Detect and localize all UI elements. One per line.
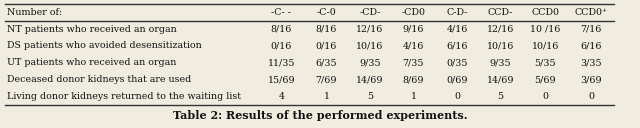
Text: -CD0: -CD0 (401, 8, 426, 17)
Text: C-D-: C-D- (446, 8, 468, 17)
Text: DS patients who avoided desensitization: DS patients who avoided desensitization (7, 41, 202, 50)
Text: 7/16: 7/16 (580, 25, 602, 34)
Text: 0/35: 0/35 (446, 58, 468, 67)
Text: 7/35: 7/35 (403, 58, 424, 67)
Text: 9/35: 9/35 (490, 58, 511, 67)
Text: 3/69: 3/69 (580, 75, 602, 84)
Text: 0: 0 (542, 92, 548, 101)
Text: 10 /16: 10 /16 (530, 25, 561, 34)
Text: 5: 5 (497, 92, 504, 101)
Text: 0: 0 (588, 92, 595, 101)
Text: 6/16: 6/16 (446, 41, 468, 50)
Text: 4: 4 (278, 92, 284, 101)
Text: CCD0: CCD0 (531, 8, 559, 17)
Text: 5/69: 5/69 (534, 75, 556, 84)
Text: 1: 1 (323, 92, 330, 101)
Text: 12/16: 12/16 (487, 25, 514, 34)
Text: 4/16: 4/16 (403, 41, 424, 50)
Text: Living donor kidneys returned to the waiting list: Living donor kidneys returned to the wai… (7, 92, 241, 101)
Text: 1: 1 (410, 92, 417, 101)
Text: 14/69: 14/69 (487, 75, 514, 84)
Text: 8/16: 8/16 (271, 25, 292, 34)
Text: -C- -: -C- - (271, 8, 291, 17)
Text: 4/16: 4/16 (446, 25, 468, 34)
Text: 10/16: 10/16 (532, 41, 559, 50)
Text: 12/16: 12/16 (356, 25, 383, 34)
Text: 10/16: 10/16 (487, 41, 514, 50)
Text: Deceased donor kidneys that are used: Deceased donor kidneys that are used (7, 75, 191, 84)
Text: -C-0: -C-0 (317, 8, 336, 17)
Text: 5: 5 (367, 92, 373, 101)
Text: 10/16: 10/16 (356, 41, 383, 50)
Text: 15/69: 15/69 (268, 75, 295, 84)
Text: 9/35: 9/35 (359, 58, 381, 67)
Text: 7/69: 7/69 (316, 75, 337, 84)
Text: 3/35: 3/35 (580, 58, 602, 67)
Text: CCD-: CCD- (488, 8, 513, 17)
Text: 8/69: 8/69 (403, 75, 424, 84)
Text: CCD0⁺: CCD0⁺ (575, 8, 608, 17)
Text: 6/16: 6/16 (580, 41, 602, 50)
Text: 8/16: 8/16 (316, 25, 337, 34)
Text: UT patients who received an organ: UT patients who received an organ (7, 58, 177, 67)
Text: Number of:: Number of: (7, 8, 62, 17)
Text: -CD-: -CD- (359, 8, 381, 17)
Text: 0/16: 0/16 (316, 41, 337, 50)
Text: Table 2: Results of the performed experiments.: Table 2: Results of the performed experi… (173, 110, 467, 121)
Text: 5/35: 5/35 (534, 58, 556, 67)
Text: 6/35: 6/35 (316, 58, 337, 67)
Text: 9/16: 9/16 (403, 25, 424, 34)
Text: 0: 0 (454, 92, 460, 101)
Text: 0/16: 0/16 (271, 41, 292, 50)
Text: 11/35: 11/35 (268, 58, 295, 67)
Text: NT patients who received an organ: NT patients who received an organ (7, 25, 177, 34)
Text: 0/69: 0/69 (446, 75, 468, 84)
Text: 14/69: 14/69 (356, 75, 383, 84)
